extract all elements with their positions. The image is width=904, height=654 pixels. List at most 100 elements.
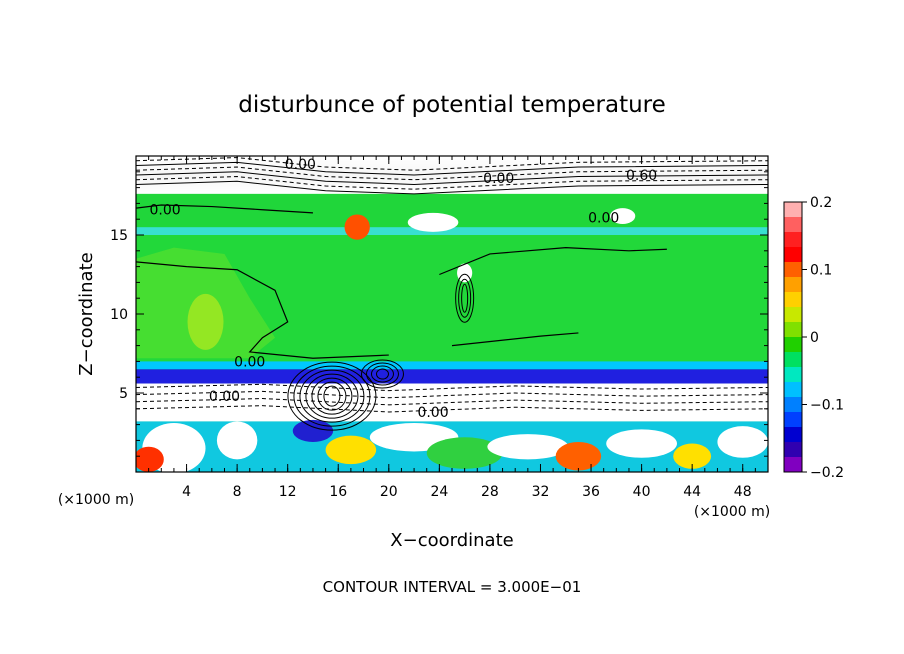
contour-ring-1 — [317, 381, 347, 411]
x-axis-label: X−coordinate — [390, 530, 513, 551]
y-tick-label: 15 — [110, 228, 128, 244]
contour-ring-2 — [311, 377, 353, 415]
contour-label: 0.00 — [149, 203, 180, 219]
contour-label-layer: 0.00 0.00 0.00 0.00 0.00 0.60 0.00 0.00 — [149, 157, 657, 421]
contour-ring-b-0 — [375, 368, 389, 380]
colorbar-swatch — [784, 427, 802, 443]
lower-cyan-strip — [136, 361, 768, 370]
field-patch-2 — [136, 446, 164, 472]
contour-stratosphere-1 — [136, 176, 768, 190]
colorbar-swatch — [784, 277, 802, 293]
contour-plume-1 — [458, 278, 472, 318]
colorbar-tick-label: 0.2 — [810, 195, 832, 211]
x-tick-label: 8 — [233, 484, 242, 500]
x-tick-label: 28 — [481, 484, 499, 500]
colorbar-tick-label: 0 — [810, 330, 819, 346]
contour-stratosphere-4 — [136, 161, 768, 176]
contour-ring-3 — [305, 373, 359, 419]
x-tick-label: 12 — [279, 484, 297, 500]
contour-label: 0.00 — [234, 354, 265, 370]
colorbar-swatch — [784, 292, 802, 308]
contour-stratosphere-3 — [136, 166, 768, 181]
upper-cyan-strip — [136, 227, 768, 235]
upper-patch-0 — [344, 214, 370, 240]
contour-label: 0.00 — [588, 211, 619, 227]
field-patch-7 — [606, 429, 677, 458]
upper-stratosphere-band — [136, 156, 768, 194]
contour-interval-note: CONTOUR INTERVAL = 3.000E−01 — [323, 578, 582, 596]
contour-label: 0.00 — [417, 405, 448, 421]
colorbar-swatch — [784, 457, 802, 473]
blue-band — [136, 369, 768, 384]
y-axis-ticks: 5 10 15 — [110, 171, 768, 457]
contour-label: 0.00 — [209, 389, 240, 405]
contour-ring-4 — [299, 369, 365, 423]
colorbar: 0.2 0.1 0 −0.1 −0.2 — [783, 195, 844, 481]
field-patch-10 — [325, 435, 377, 465]
chart-title: disturbunce of potential temperature — [238, 92, 666, 118]
x-unit-right: (×1000 m) — [694, 504, 770, 520]
field-patch-1 — [216, 421, 258, 460]
contour-dashed-lower-1 — [136, 398, 768, 406]
contour-ring-0 — [323, 385, 341, 407]
contour-ring-b-2 — [365, 362, 399, 386]
contour-stratosphere-2 — [136, 171, 768, 185]
contour-dashed-lower-0 — [136, 405, 768, 413]
contour-plume-0 — [461, 283, 469, 313]
contour-dashed-lower-2 — [136, 390, 768, 399]
contour-lower-right — [451, 332, 579, 347]
y-tick-label: 5 — [119, 386, 128, 402]
contour-zero-upper — [136, 204, 313, 214]
field-patch-8 — [673, 443, 712, 469]
x-tick-label: 20 — [380, 484, 398, 500]
contour-label: 0.60 — [626, 168, 657, 184]
upper-patch-1 — [407, 212, 459, 232]
colorbar-swatch — [784, 232, 802, 248]
field-patch-9 — [717, 426, 768, 458]
contour-label: 0.00 — [483, 171, 514, 187]
colorbar-tick-label: −0.1 — [810, 398, 844, 414]
upper-patch-3 — [610, 208, 636, 224]
contour-ring-6 — [287, 361, 377, 431]
field-patch-11 — [292, 419, 334, 442]
field-layer — [136, 156, 768, 472]
colorbar-swatch — [784, 247, 802, 263]
contour-zero-mid — [136, 261, 389, 359]
x-tick-label: 32 — [532, 484, 550, 500]
colorbar-swatch — [784, 412, 802, 428]
colorbar-swatch — [784, 367, 802, 383]
colorbar-swatch — [784, 382, 802, 398]
colorbar-swatch — [784, 397, 802, 413]
colorbar-swatch — [784, 307, 802, 323]
contour-upper-right — [439, 247, 667, 276]
field-patch-4 — [426, 437, 503, 469]
colorbar-swatch — [784, 442, 802, 458]
colorbar-tick-label: −0.2 — [810, 465, 844, 481]
y-axis-label: Z−coordinate — [76, 252, 97, 375]
x-tick-label: 36 — [582, 484, 600, 500]
colorbar-swatch — [784, 262, 802, 278]
contour-label: 0.00 — [285, 157, 316, 173]
field-patch-5 — [487, 434, 569, 460]
contour-plume-2 — [455, 273, 475, 323]
yellow-green-spot — [187, 293, 224, 350]
contour-stratosphere-0 — [136, 180, 768, 195]
contour-ring-b-3 — [360, 359, 404, 389]
contour-ring-b-1 — [370, 365, 394, 383]
colorbar-swatch — [784, 352, 802, 368]
colorbar-swatch — [784, 202, 802, 218]
x-unit-left: (×1000 m) — [58, 492, 134, 508]
x-tick-label: 24 — [430, 484, 448, 500]
colorbar-swatch — [784, 217, 802, 233]
x-tick-label: 4 — [182, 484, 191, 500]
x-tick-label: 44 — [683, 484, 701, 500]
contour-stratosphere-5 — [136, 157, 768, 171]
field-patch-6 — [555, 441, 602, 471]
x-tick-label: 40 — [633, 484, 651, 500]
colorbar-swatch — [784, 337, 802, 353]
contour-layer — [136, 157, 768, 431]
upper-patch-2 — [457, 263, 473, 283]
contour-ring-5 — [293, 365, 371, 427]
x-tick-label: 16 — [329, 484, 347, 500]
